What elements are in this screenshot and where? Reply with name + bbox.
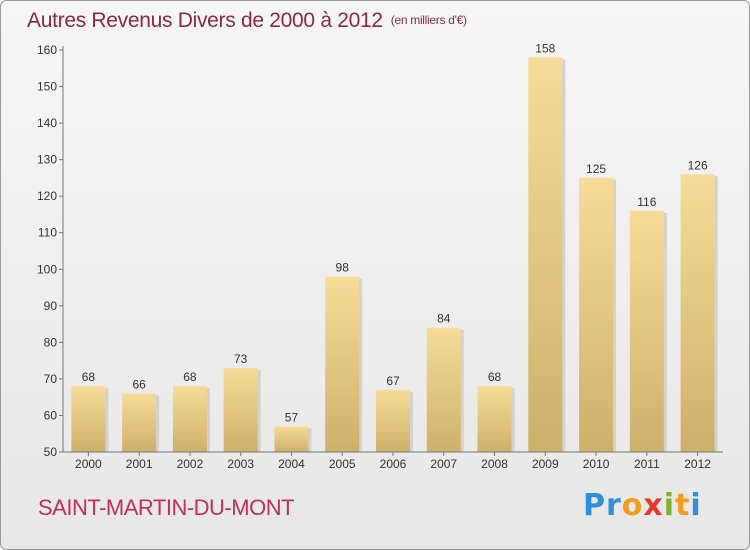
x-tick-label: 2003 bbox=[227, 457, 254, 471]
x-tick-label: 2010 bbox=[583, 457, 610, 471]
bar bbox=[223, 367, 258, 452]
y-tick-label: 160 bbox=[37, 43, 57, 57]
y-tick-label: 50 bbox=[44, 445, 58, 459]
y-tick-label: 130 bbox=[37, 153, 57, 167]
proxiti-logo: Proxiti bbox=[583, 488, 702, 523]
y-tick-label: 80 bbox=[44, 335, 58, 349]
data-label: 84 bbox=[437, 312, 451, 326]
x-tick-label: 2001 bbox=[126, 457, 153, 471]
data-label: 57 bbox=[285, 410, 299, 424]
y-tick-label: 60 bbox=[44, 408, 58, 422]
y-tick-label: 100 bbox=[37, 262, 57, 276]
labels-group: 68 2000 66 2001 68 2002 73 2003 57 2004 98 2005 67 20… bbox=[37, 41, 711, 471]
axes-group bbox=[59, 46, 723, 456]
logo-letter: t bbox=[675, 488, 691, 523]
y-tick-label: 110 bbox=[38, 226, 57, 240]
logo-letter: i bbox=[690, 488, 702, 523]
data-label: 116 bbox=[637, 195, 656, 209]
x-tick-label: 2007 bbox=[430, 457, 457, 471]
data-label: 125 bbox=[586, 162, 606, 176]
logo-letter: i bbox=[663, 488, 676, 523]
data-label: 68 bbox=[82, 370, 96, 384]
chart-title-main: Autres Revenus Divers de 2000 à 2012 bbox=[27, 9, 383, 32]
data-label: 68 bbox=[183, 370, 197, 384]
x-tick-label: 2000 bbox=[75, 457, 102, 471]
logo-letter: o bbox=[621, 488, 644, 523]
place-name: SAINT-MARTIN-DU-MONT bbox=[38, 495, 295, 520]
data-label: 67 bbox=[386, 374, 400, 388]
chart-title-unit: (en milliers d'€) bbox=[390, 13, 467, 27]
bar bbox=[426, 327, 461, 452]
logo-letter: x bbox=[643, 488, 664, 523]
bar bbox=[579, 177, 614, 452]
data-label: 73 bbox=[234, 352, 248, 366]
bars-group bbox=[71, 57, 718, 453]
bar bbox=[680, 174, 715, 452]
y-tick-label: 90 bbox=[44, 299, 58, 313]
bar bbox=[325, 276, 360, 452]
bar bbox=[71, 386, 106, 452]
data-label: 98 bbox=[336, 261, 350, 275]
data-label: 68 bbox=[488, 370, 502, 384]
logo-letter: r bbox=[606, 488, 622, 523]
x-tick-label: 2005 bbox=[329, 457, 356, 471]
x-tick-label: 2012 bbox=[684, 457, 711, 471]
data-label: 158 bbox=[535, 41, 555, 55]
bar bbox=[528, 57, 563, 453]
y-tick-label: 70 bbox=[44, 372, 58, 386]
y-tick-label: 120 bbox=[37, 189, 57, 203]
x-tick-label: 2006 bbox=[380, 457, 407, 471]
bar bbox=[477, 386, 512, 452]
bar bbox=[629, 210, 664, 452]
x-tick-label: 2009 bbox=[532, 457, 559, 471]
data-label: 66 bbox=[132, 378, 146, 392]
x-tick-label: 2011 bbox=[634, 457, 660, 471]
y-tick-label: 150 bbox=[37, 80, 57, 94]
bar bbox=[274, 426, 309, 452]
chart-title: Autres Revenus Divers de 2000 à 2012 (en … bbox=[27, 9, 467, 33]
bar bbox=[122, 393, 157, 452]
x-tick-label: 2002 bbox=[177, 457, 204, 471]
x-tick-label: 2008 bbox=[481, 457, 508, 471]
x-tick-label: 2004 bbox=[278, 457, 305, 471]
bar bbox=[376, 389, 410, 452]
logo-letter: P bbox=[583, 488, 606, 523]
y-tick-label: 140 bbox=[37, 116, 57, 130]
data-label: 126 bbox=[688, 158, 708, 172]
bar bbox=[172, 386, 207, 452]
